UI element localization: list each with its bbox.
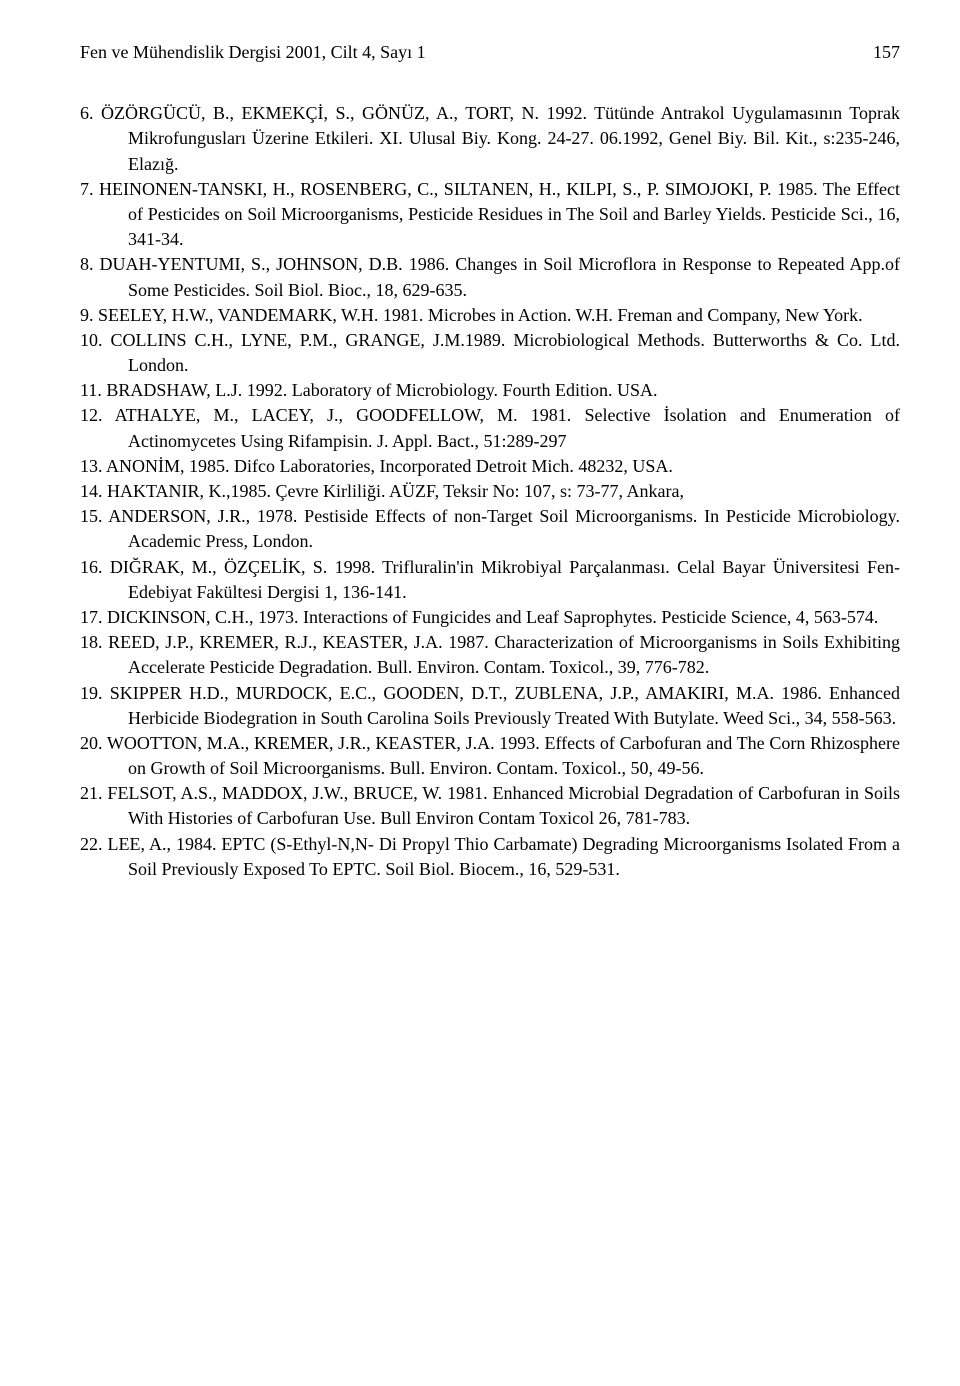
reference-item: 11. BRADSHAW, L.J. 1992. Laboratory of M…	[80, 378, 900, 403]
reference-item: 22. LEE, A., 1984. EPTC (S-Ethyl-N,N- Di…	[80, 832, 900, 882]
reference-item: 10. COLLINS C.H., LYNE, P.M., GRANGE, J.…	[80, 328, 900, 378]
reference-item: 21. FELSOT, A.S., MADDOX, J.W., BRUCE, W…	[80, 781, 900, 831]
reference-item: 17. DICKINSON, C.H., 1973. Interactions …	[80, 605, 900, 630]
reference-item: 15. ANDERSON, J.R., 1978. Pestiside Effe…	[80, 504, 900, 554]
reference-item: 16. DIĞRAK, M., ÖZÇELİK, S. 1998. Triflu…	[80, 555, 900, 605]
page-number: 157	[873, 40, 900, 65]
reference-item: 7. HEINONEN-TANSKI, H., ROSENBERG, C., S…	[80, 177, 900, 253]
reference-item: 9. SEELEY, H.W., VANDEMARK, W.H. 1981. M…	[80, 303, 900, 328]
reference-item: 14. HAKTANIR, K.,1985. Çevre Kirliliği. …	[80, 479, 900, 504]
reference-list: 6. ÖZÖRGÜCÜ, B., EKMEKÇİ, S., GÖNÜZ, A.,…	[80, 101, 900, 882]
reference-item: 6. ÖZÖRGÜCÜ, B., EKMEKÇİ, S., GÖNÜZ, A.,…	[80, 101, 900, 177]
reference-item: 12. ATHALYE, M., LACEY, J., GOODFELLOW, …	[80, 403, 900, 453]
page-header: Fen ve Mühendislik Dergisi 2001, Cilt 4,…	[80, 40, 900, 65]
reference-item: 19. SKIPPER H.D., MURDOCK, E.C., GOODEN,…	[80, 681, 900, 731]
reference-item: 20. WOOTTON, M.A., KREMER, J.R., KEASTER…	[80, 731, 900, 781]
journal-title: Fen ve Mühendislik Dergisi 2001, Cilt 4,…	[80, 40, 426, 65]
reference-item: 18. REED, J.P., KREMER, R.J., KEASTER, J…	[80, 630, 900, 680]
reference-item: 13. ANONİM, 1985. Difco Laboratories, In…	[80, 454, 900, 479]
reference-item: 8. DUAH-YENTUMI, S., JOHNSON, D.B. 1986.…	[80, 252, 900, 302]
